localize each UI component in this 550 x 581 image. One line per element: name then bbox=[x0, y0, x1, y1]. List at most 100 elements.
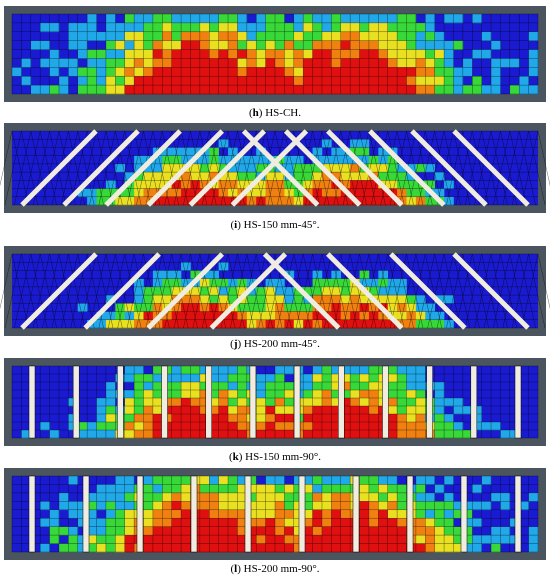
contour-cell bbox=[284, 76, 295, 86]
mesh-line bbox=[162, 253, 179, 329]
contour-cell bbox=[152, 398, 163, 407]
contour-cell bbox=[199, 58, 210, 68]
contour-cell bbox=[143, 382, 154, 391]
contour-cell bbox=[265, 67, 276, 77]
contour-cell bbox=[368, 406, 379, 415]
contour-cell bbox=[162, 526, 172, 536]
contour-cell bbox=[359, 422, 370, 431]
contour-cell bbox=[387, 406, 398, 415]
vertical-strip bbox=[161, 365, 168, 439]
contour-cell bbox=[293, 14, 304, 24]
contour-cell bbox=[275, 526, 285, 536]
contour-cell bbox=[87, 22, 97, 33]
contour-cell bbox=[500, 526, 511, 536]
contour-cell bbox=[246, 49, 257, 59]
contour-cell bbox=[472, 85, 482, 95]
contour-cell bbox=[265, 390, 276, 399]
contour-cell bbox=[350, 22, 360, 33]
contour-cell bbox=[77, 76, 88, 86]
contour-cell bbox=[171, 422, 182, 431]
contour-cell bbox=[181, 526, 191, 536]
contour-cell bbox=[368, 484, 379, 494]
contour-cell bbox=[275, 414, 285, 423]
contour-cell bbox=[293, 163, 304, 173]
contour-cell bbox=[218, 278, 229, 288]
contour-cell bbox=[190, 76, 201, 86]
contour-cell bbox=[152, 40, 163, 50]
contour-cell bbox=[303, 180, 313, 189]
contour-cell bbox=[87, 31, 97, 41]
contour-cell bbox=[284, 414, 295, 423]
contour-cell bbox=[237, 398, 248, 407]
contour-cell bbox=[415, 382, 426, 391]
contour-cell bbox=[434, 382, 445, 391]
contour-cell bbox=[228, 172, 238, 181]
contour-cell bbox=[340, 196, 351, 206]
contour-cell bbox=[340, 22, 351, 33]
mesh-line bbox=[152, 130, 170, 206]
contour-cell bbox=[378, 22, 389, 33]
contour-cell bbox=[378, 492, 389, 502]
diagonal-strip bbox=[20, 129, 98, 207]
contour-cell bbox=[181, 155, 191, 165]
contour-cell bbox=[275, 501, 285, 511]
contour-cell bbox=[143, 14, 154, 24]
contour-cell bbox=[331, 163, 342, 173]
contour-cell bbox=[331, 374, 342, 383]
contour-cell bbox=[190, 390, 201, 399]
contour-cell bbox=[49, 526, 60, 536]
contour-cell bbox=[265, 40, 276, 50]
contour-cell bbox=[284, 422, 295, 431]
contour-cell bbox=[387, 196, 398, 206]
contour-cell bbox=[368, 286, 379, 296]
contour-cell bbox=[368, 382, 379, 391]
mesh-line bbox=[474, 253, 492, 329]
contour-cell bbox=[368, 509, 379, 519]
contour-cell bbox=[321, 85, 332, 95]
contour-cell bbox=[303, 390, 313, 399]
contour-cell bbox=[171, 484, 182, 494]
contour-cell bbox=[115, 67, 126, 77]
mesh-line bbox=[96, 130, 114, 206]
mesh-grid bbox=[11, 13, 539, 95]
mesh-line bbox=[387, 130, 405, 206]
contour-cell bbox=[152, 366, 163, 375]
contour-cell bbox=[237, 172, 248, 181]
contour-cell bbox=[87, 422, 97, 431]
contour-cell bbox=[246, 22, 257, 33]
contour-cell bbox=[105, 67, 116, 77]
contour-cell bbox=[397, 278, 407, 288]
contour-cell bbox=[387, 31, 398, 41]
mesh-line bbox=[11, 253, 29, 329]
contour-cell bbox=[350, 382, 360, 391]
contour-cell bbox=[30, 40, 41, 50]
contour-cell bbox=[181, 40, 191, 50]
contour-cell bbox=[434, 49, 445, 59]
contour-cell bbox=[209, 430, 219, 439]
contour-cell bbox=[312, 163, 323, 173]
contour-cell bbox=[77, 535, 88, 544]
contour-cell bbox=[472, 535, 482, 544]
mesh-line bbox=[493, 130, 511, 206]
mesh-line bbox=[349, 130, 367, 206]
contour-cell bbox=[312, 295, 323, 304]
contour-cell bbox=[303, 535, 313, 544]
contour-cell bbox=[228, 422, 238, 431]
contour-cell bbox=[124, 85, 135, 95]
contour-cell bbox=[321, 180, 332, 189]
vertical-strip bbox=[382, 365, 389, 439]
contour-cell bbox=[293, 543, 304, 553]
contour-cell bbox=[359, 139, 370, 148]
contour-cell bbox=[444, 414, 454, 423]
contour-cell bbox=[406, 319, 417, 329]
contour-cell bbox=[124, 49, 135, 59]
contour-cell bbox=[350, 31, 360, 41]
contour-cell bbox=[368, 366, 379, 375]
contour-cell bbox=[190, 85, 201, 95]
contour-cell bbox=[105, 422, 116, 431]
contour-cell bbox=[246, 501, 257, 511]
contour-cell bbox=[444, 40, 454, 50]
contour-cell bbox=[312, 14, 323, 24]
contour-cell bbox=[134, 414, 144, 423]
contour-cell bbox=[397, 518, 407, 527]
